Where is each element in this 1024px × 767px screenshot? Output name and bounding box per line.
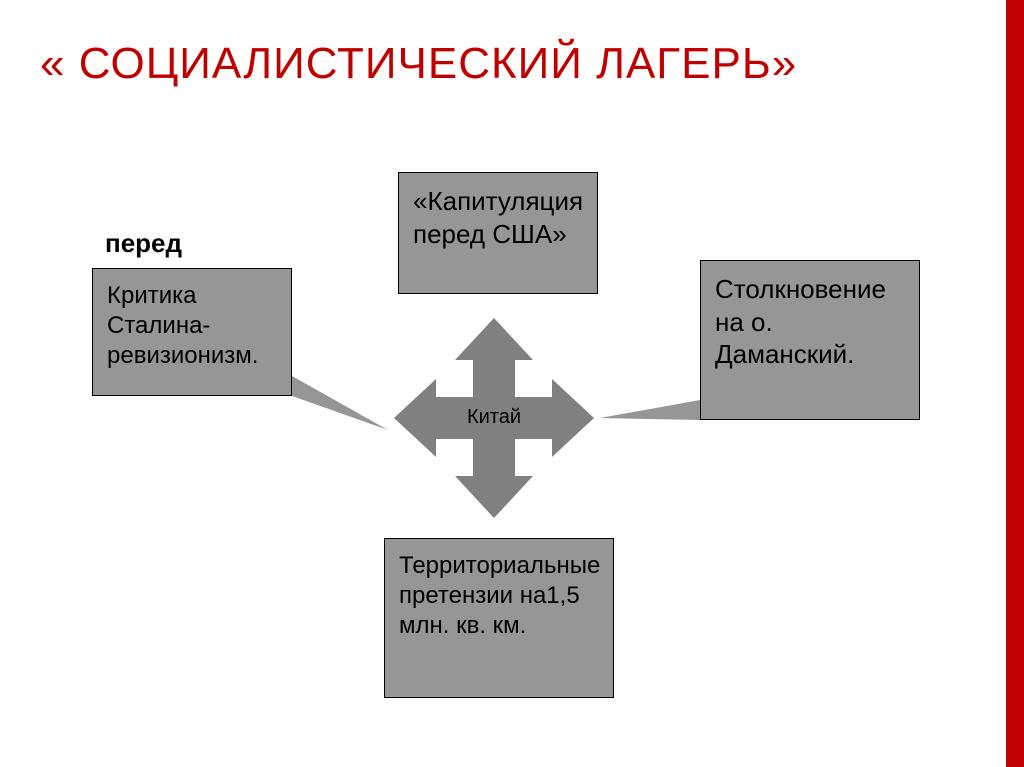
label-before: перед (105, 228, 182, 259)
slide-title: « СОЦИАЛИСТИЧЕСКИЙ ЛАГЕРЬ» (40, 38, 797, 91)
box-left: Критика Сталина-ревизионизм. (92, 268, 292, 396)
box-right: Столкновение на о. Даманский. (700, 260, 920, 420)
accent-bar (1006, 0, 1024, 767)
slide: « СОЦИАЛИСТИЧЕСКИЙ ЛАГЕРЬ» перед «Капиту… (0, 0, 1024, 767)
box-top: «Капитуляция перед США» (398, 172, 598, 294)
box-bottom: Территориальные претензии на1,5 млн. кв.… (384, 538, 614, 698)
center-label: Китай (459, 406, 529, 429)
